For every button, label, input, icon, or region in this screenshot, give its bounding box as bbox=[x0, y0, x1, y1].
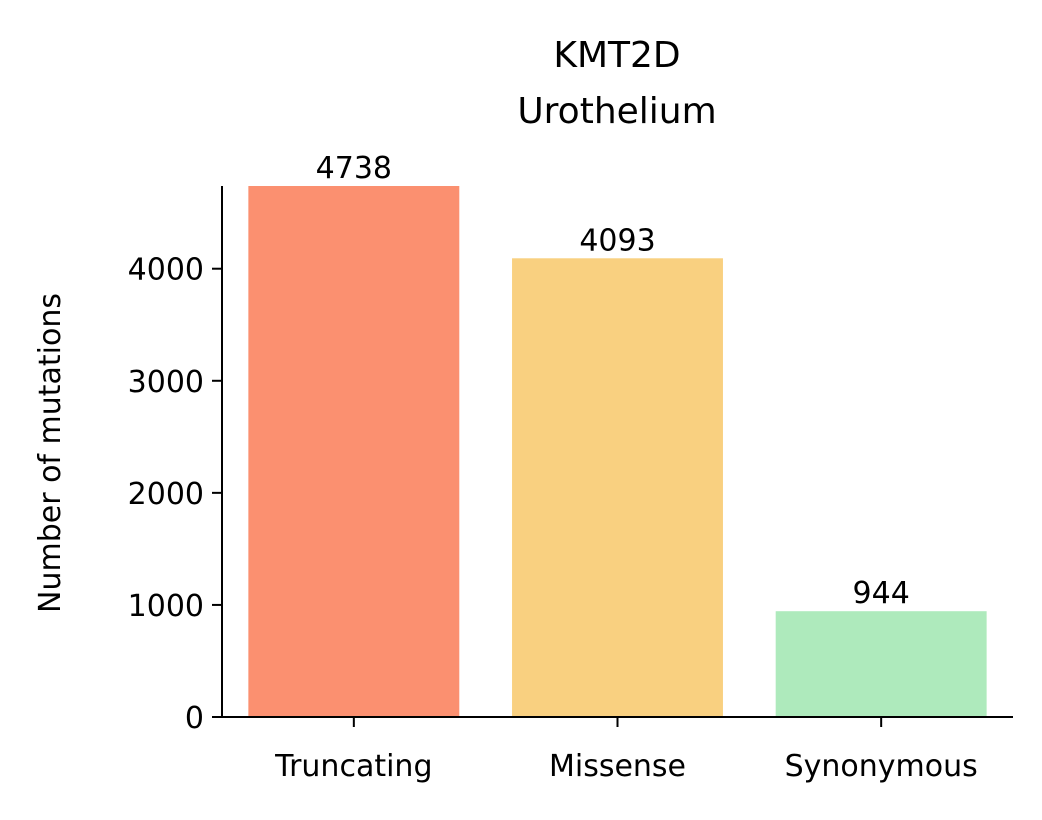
bars-group bbox=[248, 186, 987, 717]
x-tick-label-truncating: Truncating bbox=[274, 749, 432, 784]
y-tick-label-3000: 3000 bbox=[128, 365, 204, 400]
data-label-truncating: 4738 bbox=[316, 151, 392, 186]
x-tick-label-synonymous: Synonymous bbox=[785, 749, 978, 784]
bar-synonymous bbox=[775, 611, 987, 717]
y-tick-label-1000: 1000 bbox=[128, 589, 204, 624]
chart-title: KMT2D Urothelium bbox=[517, 35, 716, 132]
data-label-missense: 4093 bbox=[579, 223, 655, 258]
bar-truncating bbox=[248, 186, 460, 717]
y-axis-label: Number of mutations bbox=[33, 293, 68, 613]
y-axis: 0 1000 2000 3000 4000 bbox=[128, 186, 223, 736]
data-labels-group: 4738 4093 944 bbox=[316, 151, 910, 611]
y-tick-label-4000: 4000 bbox=[128, 253, 204, 288]
bar-missense bbox=[512, 258, 723, 717]
x-axis: Truncating Missense Synonymous bbox=[221, 716, 1013, 784]
y-tick-label-0: 0 bbox=[185, 701, 204, 736]
chart-title-line-1: KMT2D bbox=[553, 35, 680, 76]
chart-title-line-2: Urothelium bbox=[517, 91, 716, 132]
data-label-synonymous: 944 bbox=[853, 576, 910, 611]
y-tick-label-2000: 2000 bbox=[128, 477, 204, 512]
x-tick-label-missense: Missense bbox=[549, 749, 686, 784]
